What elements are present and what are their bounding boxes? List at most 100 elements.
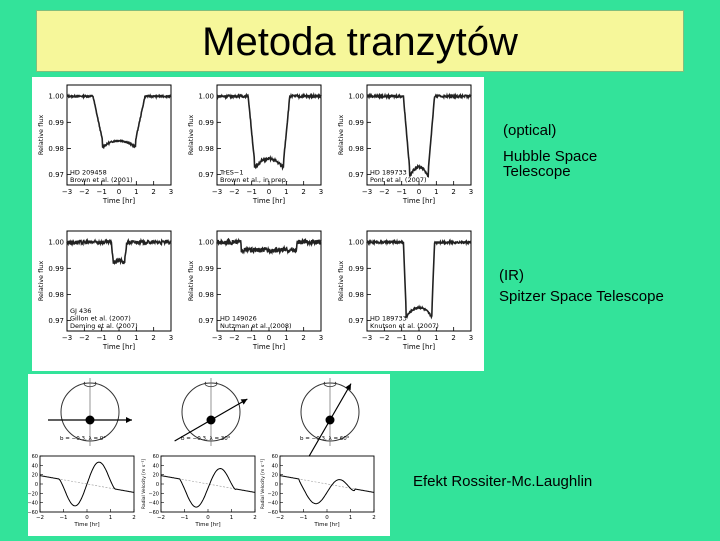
x-tick-label: 0 <box>117 188 121 196</box>
panel-caption: HD 189733 <box>370 315 407 323</box>
x-tick-label: 2 <box>151 334 155 342</box>
y-tick-label: −40 <box>148 501 159 507</box>
x-tick-label: 0 <box>267 334 271 342</box>
x-tick-label: −1 <box>247 334 257 342</box>
planet-dot <box>206 415 216 425</box>
rotation-arrow-icon <box>204 381 218 388</box>
orbit-arrow-icon <box>126 417 132 423</box>
x-tick-label: 0 <box>267 188 271 196</box>
x-tick-label: −3 <box>212 188 222 196</box>
y-tick-label: 0.99 <box>348 119 364 127</box>
y-axis-label: Relative flux <box>37 261 45 301</box>
y-tick-label: −60 <box>28 510 38 516</box>
x-axis-label: Time [hr] <box>252 197 285 205</box>
y-tick-label: 0 <box>35 482 38 488</box>
y-tick-label: 0.99 <box>348 265 364 273</box>
x-axis-label: Time [hr] <box>252 343 285 351</box>
y-tick-label: 60 <box>272 454 278 460</box>
plot-frame <box>160 455 256 513</box>
light-curve-data <box>366 92 472 178</box>
ir-label: (IR) <box>499 267 524 284</box>
optical-label: (optical) <box>503 122 557 139</box>
y-tick-label: 1.00 <box>348 239 364 247</box>
x-tick-label: 0 <box>417 334 421 342</box>
rm-panel: b = −0.3, λ = 60° 60 40 20 0 −20 −40 −60−2 −1 0 1 2… <box>260 378 376 528</box>
y-tick-label: 1.00 <box>348 93 364 101</box>
y-tick-label: −40 <box>28 501 38 507</box>
x-tick-label: 3 <box>319 334 323 342</box>
y-tick-label: 0.97 <box>348 317 364 325</box>
y-tick-label: 20 <box>32 473 38 479</box>
y-axis-label: Relative flux <box>187 261 195 301</box>
x-tick-label: −1 <box>247 188 257 196</box>
x-tick-label: −1 <box>397 188 407 196</box>
y-tick-label: −20 <box>148 491 159 497</box>
hubble-label-line2: Telescope <box>503 163 571 180</box>
y-axis-label: Radial Velocity [m s⁻¹] <box>260 459 266 510</box>
x-tick-label: 1 <box>434 334 438 342</box>
light-curve-data <box>216 237 322 255</box>
x-tick-label: 0 <box>417 188 421 196</box>
x-tick-label: 1 <box>434 188 438 196</box>
y-tick-label: 0.98 <box>48 145 64 153</box>
panel-caption: Gillon et al. (2007) <box>70 315 131 323</box>
panel-caption: HD 209458 <box>70 169 107 177</box>
y-axis-label: Relative flux <box>37 115 45 155</box>
x-axis-label: Time [hr] <box>402 343 435 351</box>
y-tick-label: 0.98 <box>198 145 214 153</box>
x-tick-label: −2 <box>157 515 165 521</box>
x-tick-label: −1 <box>97 188 107 196</box>
y-tick-label: 20 <box>272 473 278 479</box>
panel-caption: Brown et al. (2001) <box>70 176 133 184</box>
x-tick-label: 3 <box>319 188 323 196</box>
y-tick-label: 0.97 <box>48 317 64 325</box>
y-tick-label: 1.00 <box>48 239 64 247</box>
rm-velocity-curve <box>279 475 375 505</box>
light-curve-panel: 1.00 0.99 0.98 0.97 −3 −2 −1 0 1 2 3 Time [hr] Relat… <box>337 230 473 351</box>
x-tick-label: 0 <box>117 334 121 342</box>
y-tick-label: 40 <box>32 463 38 469</box>
spitzer-label: Spitzer Space Telescope <box>499 288 664 305</box>
y-tick-label: 0.97 <box>348 171 364 179</box>
x-tick-label: −1 <box>97 334 107 342</box>
x-tick-label: 3 <box>169 334 173 342</box>
x-tick-label: 2 <box>451 334 455 342</box>
orbit-arrow-icon <box>240 399 248 405</box>
y-tick-label: 20 <box>153 473 159 479</box>
rm-panel: b = −0.3, λ = 0° 60 40 20 0 −20 −40 −60−2 −1 0 1 2 T… <box>20 378 136 528</box>
x-tick-label: 3 <box>169 188 173 196</box>
y-tick-label: 60 <box>153 454 159 460</box>
y-tick-label: 40 <box>153 463 159 469</box>
x-tick-label: −1 <box>299 515 307 521</box>
x-tick-label: −1 <box>397 334 407 342</box>
rm-caption: b = −0.3, λ = 60° <box>300 436 350 442</box>
panel-caption: TrES−1 <box>219 169 244 177</box>
y-tick-label: 0.98 <box>348 145 364 153</box>
x-tick-label: −1 <box>59 515 67 521</box>
x-tick-label: −2 <box>79 188 89 196</box>
x-tick-label: −2 <box>379 188 389 196</box>
light-curve-panel: 1.00 0.99 0.98 0.97 −3 −2 −1 0 1 2 3 Time [hr] Relat… <box>37 84 173 205</box>
x-axis-label: Time [hr] <box>402 197 435 205</box>
title-box: Metoda tranzytów <box>36 10 684 72</box>
y-tick-label: 0.97 <box>198 171 214 179</box>
x-tick-label: 0 <box>85 515 89 521</box>
y-axis-label: Relative flux <box>337 261 345 301</box>
x-tick-label: 0 <box>325 515 329 521</box>
y-tick-label: 0 <box>156 482 159 488</box>
x-axis-label: Time [hr] <box>102 197 135 205</box>
panel-caption: GJ 436 <box>70 307 91 315</box>
x-tick-label: −3 <box>62 188 72 196</box>
orbit-arrow-icon <box>345 383 351 391</box>
x-tick-label: 1 <box>284 334 288 342</box>
plot-frame <box>279 455 375 513</box>
hubble-label-line1: Hubble Space <box>503 148 598 165</box>
y-tick-label: 0.97 <box>198 317 214 325</box>
panel-caption: Deming et al. (2007) <box>70 322 138 330</box>
y-axis-label: Relative flux <box>187 115 195 155</box>
x-tick-label: 2 <box>301 188 305 196</box>
rm-velocity-curve <box>39 461 135 507</box>
x-tick-label: 1 <box>134 188 138 196</box>
x-tick-label: −2 <box>276 515 284 521</box>
